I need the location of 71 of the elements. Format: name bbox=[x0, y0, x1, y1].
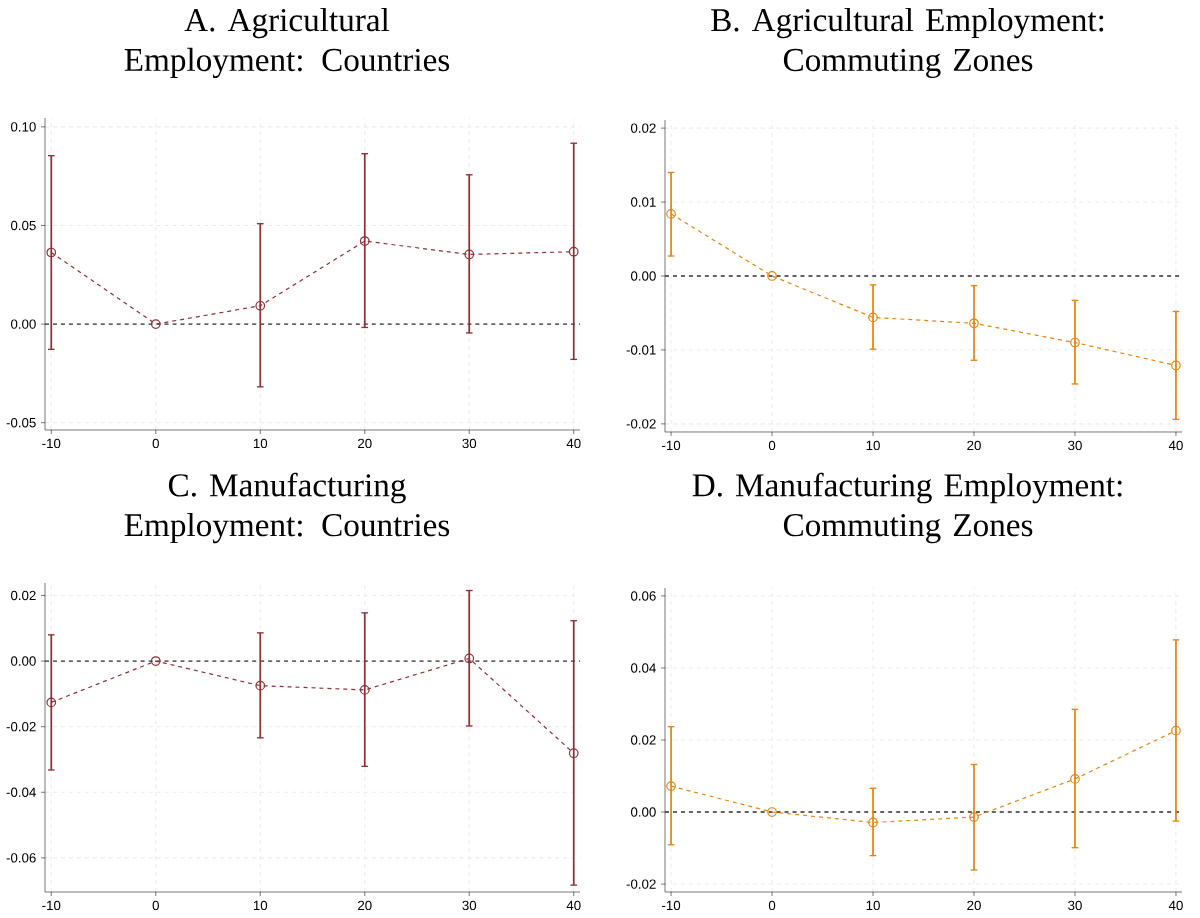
y-tick-label: 0.00 bbox=[630, 807, 656, 817]
y-tick-label: 0.04 bbox=[630, 663, 656, 673]
y-tick-label: -0.02 bbox=[6, 721, 36, 732]
y-tick-label: 0.06 bbox=[630, 591, 656, 601]
x-tick-label: 0 bbox=[152, 438, 159, 449]
y-tick-label: -0.05 bbox=[6, 418, 36, 428]
x-tick-label: 10 bbox=[866, 440, 880, 451]
x-tick-label: 40 bbox=[566, 438, 581, 449]
y-tick-label: 0.10 bbox=[10, 122, 36, 132]
chart-title: A. Agricultural Employment: Countries bbox=[124, 7, 450, 79]
point bbox=[1070, 337, 1080, 348]
point bbox=[1171, 725, 1181, 736]
y-tick-label: 0.00 bbox=[10, 656, 36, 666]
point bbox=[767, 807, 777, 817]
point bbox=[255, 680, 266, 691]
x-tick-label: 40 bbox=[1168, 440, 1183, 451]
point bbox=[150, 319, 161, 329]
x-tick-label: 20 bbox=[967, 440, 981, 451]
x-tick-label: 20 bbox=[358, 900, 372, 911]
point bbox=[666, 209, 676, 219]
point bbox=[359, 236, 370, 246]
chart-title: C. Manufacturing Employment: Countries bbox=[124, 472, 450, 544]
x-tick-label: 0 bbox=[152, 900, 159, 911]
x-tick-label: 0 bbox=[768, 440, 776, 451]
y-tick-label: -0.06 bbox=[6, 853, 36, 863]
x-tick-label: 30 bbox=[1068, 900, 1082, 911]
point bbox=[969, 318, 979, 329]
chart-title: D. Manufacturing Employment: Commuting Zones bbox=[692, 472, 1122, 544]
point bbox=[150, 656, 161, 666]
point bbox=[1070, 774, 1080, 784]
y-tick-label: -0.01 bbox=[626, 345, 656, 355]
x-tick-label: 30 bbox=[462, 438, 477, 449]
y-tick-label: -0.04 bbox=[6, 787, 36, 797]
x-tick-label: 20 bbox=[358, 438, 372, 449]
point bbox=[359, 685, 370, 695]
y-tick-label: 0.00 bbox=[10, 319, 36, 329]
point bbox=[969, 812, 979, 822]
point bbox=[1171, 360, 1181, 371]
point bbox=[868, 817, 878, 828]
y-tick-label: 0.02 bbox=[630, 123, 656, 133]
point bbox=[868, 312, 878, 323]
x-tick-label: -10 bbox=[42, 900, 61, 911]
y-tick-label: -0.02 bbox=[626, 419, 656, 429]
x-tick-label: 30 bbox=[1068, 440, 1082, 451]
x-tick-label: -10 bbox=[42, 438, 61, 449]
x-tick-label: 10 bbox=[253, 900, 268, 911]
x-tick-label: 40 bbox=[566, 900, 581, 911]
y-tick-label: -0.02 bbox=[626, 879, 656, 889]
point bbox=[568, 246, 579, 257]
y-tick-label: 0.00 bbox=[630, 271, 656, 281]
y-tick-label: 0.02 bbox=[630, 735, 656, 745]
y-tick-label: 0.05 bbox=[10, 220, 36, 231]
x-tick-label: 10 bbox=[253, 438, 268, 449]
x-tick-label: 0 bbox=[768, 900, 776, 911]
x-tick-label: -10 bbox=[662, 440, 681, 451]
point bbox=[255, 300, 266, 311]
point bbox=[767, 271, 777, 281]
point bbox=[568, 748, 579, 759]
x-tick-label: 30 bbox=[462, 900, 477, 911]
x-tick-label: 20 bbox=[967, 900, 981, 911]
point bbox=[46, 247, 57, 258]
point bbox=[464, 653, 475, 664]
point bbox=[46, 697, 57, 708]
x-tick-label: 40 bbox=[1168, 900, 1183, 911]
x-tick-label: -10 bbox=[662, 900, 681, 911]
y-tick-label: 0.01 bbox=[630, 197, 656, 207]
chart-title: B. Agricultural Employment: Commuting Zones bbox=[711, 7, 1104, 79]
y-tick-label: 0.02 bbox=[10, 590, 36, 601]
point bbox=[464, 249, 475, 260]
point bbox=[666, 781, 676, 791]
x-tick-label: 10 bbox=[866, 900, 880, 911]
